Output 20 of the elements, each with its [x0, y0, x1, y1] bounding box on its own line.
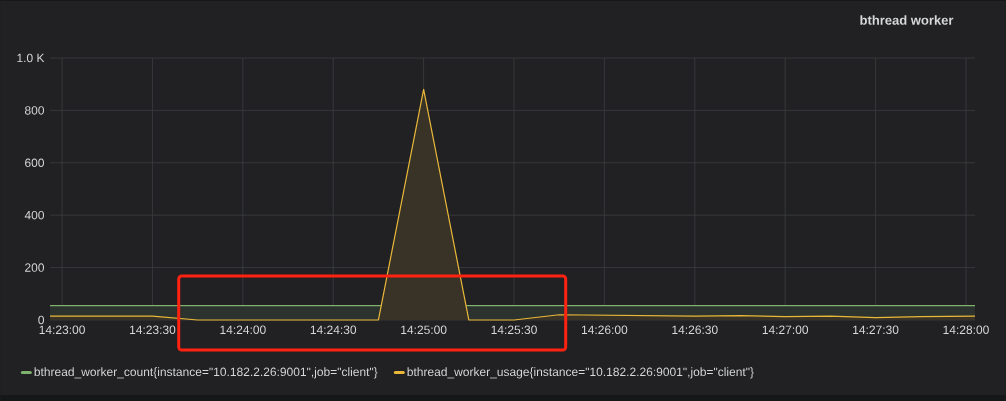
x-tick-label: 14:25:00: [401, 325, 447, 335]
x-tick-label: 14:23:30: [130, 325, 176, 335]
legend-label: bthread_worker_count{instance="10.182.2.26:9001",job="client"}: [34, 367, 378, 379]
x-tick-label: 14:26:00: [581, 325, 628, 335]
y-tick-label: 800: [24, 106, 45, 115]
x-tick-label: 14:25:30: [491, 325, 537, 335]
y-tick-label: 600: [25, 158, 45, 168]
y-tick-label: 0: [38, 315, 45, 325]
y-tick-label: 200: [25, 263, 45, 272]
x-tick-label: 14:27:30: [853, 325, 899, 335]
y-tick-label: 400: [24, 210, 45, 220]
x-tick-label: 14:28:00: [943, 325, 989, 335]
legend-label: bthread_worker_usage{instance="10.182.2.26:9001",job="client"}: [407, 367, 754, 379]
x-tick-label: 14:24:30: [310, 325, 357, 335]
y-tick-label: 1.0 K: [17, 53, 45, 63]
x-tick-label: 14:27:00: [762, 325, 809, 335]
chart-title: bthread worker: [860, 15, 954, 25]
x-tick-label: 14:26:30: [672, 325, 718, 335]
x-tick-label: 14:24:00: [220, 325, 266, 335]
x-tick-label: 14:23:00: [39, 325, 85, 335]
